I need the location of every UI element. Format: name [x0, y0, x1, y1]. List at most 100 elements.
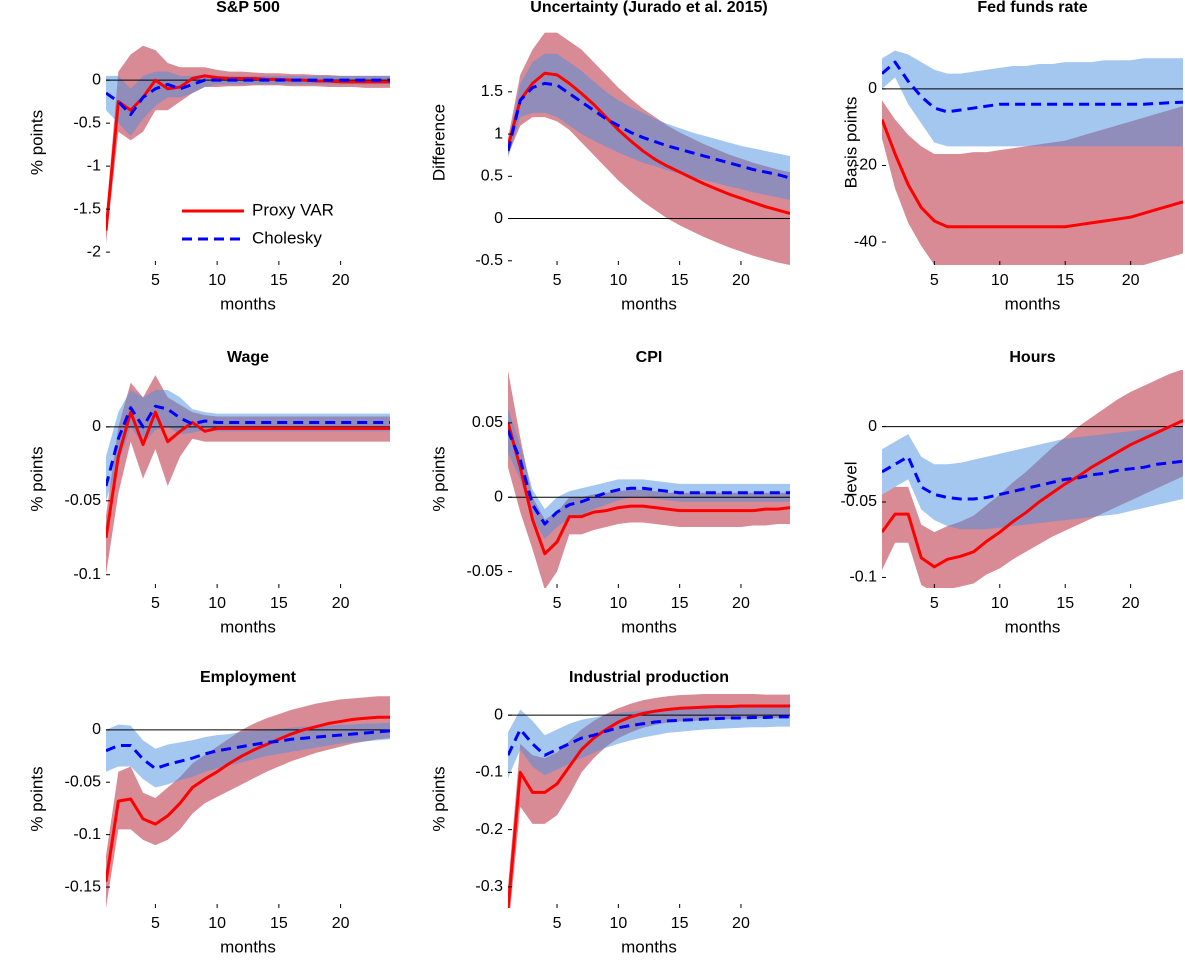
y-tick-label: -40: [854, 233, 877, 250]
x-tick-label: 5: [151, 595, 160, 612]
y-tick-label: -20: [854, 157, 877, 174]
confidence-band: [106, 722, 390, 788]
series-line: [882, 455, 1183, 501]
y-tick-label: -0.05: [65, 492, 102, 509]
y-tick-label: -0.3: [475, 878, 503, 895]
confidence-band: [106, 696, 390, 908]
y-tick-label: 0.05: [472, 414, 503, 431]
x-tick-label: 15: [270, 915, 288, 932]
x-tick-label: 15: [1056, 595, 1074, 612]
x-axis-label: months: [220, 937, 276, 956]
x-tick-label: 15: [671, 272, 689, 289]
y-tick-label: 1.5: [481, 83, 503, 100]
series-line: [882, 60, 1183, 114]
y-tick-label: -0.1: [849, 569, 877, 586]
y-tick-label: -0.05: [65, 773, 102, 790]
x-tick-label: 10: [208, 595, 226, 612]
y-tick-label: -0.15: [65, 878, 102, 895]
y-tick-label: -0.2: [475, 821, 503, 838]
confidence-band: [106, 389, 390, 501]
panel-title: Fed funds rate: [977, 0, 1087, 16]
plot-area: [882, 370, 1183, 588]
x-tick-label: 20: [332, 272, 350, 289]
y-tick-label: -0.5: [73, 114, 101, 131]
x-tick-label: 20: [732, 272, 750, 289]
y-tick-label: -0.5: [475, 252, 503, 269]
y-axis-label: Difference: [429, 104, 448, 181]
series-line: [106, 410, 390, 538]
panel-title: CPI: [636, 349, 663, 366]
panel: Fed funds rate months Basis points -40 -20 0 5…: [841, 0, 1183, 313]
x-tick-label: 10: [609, 595, 627, 612]
x-tick-label: 15: [270, 272, 288, 289]
panel-title: Industrial production: [569, 669, 729, 686]
y-tick-label: 0: [494, 210, 503, 227]
series-line: [508, 71, 790, 215]
x-tick-label: 20: [332, 595, 350, 612]
y-axis-label: % points: [429, 766, 448, 831]
y-tick-label: 0: [92, 721, 101, 738]
x-axis-label: months: [1005, 294, 1061, 313]
plot-area: [106, 375, 390, 575]
x-tick-label: 20: [1122, 272, 1140, 289]
y-tick-label: 0: [868, 80, 877, 97]
x-tick-label: 5: [151, 272, 160, 289]
y-tick-label: -1.5: [73, 200, 101, 217]
y-axis-label: % points: [27, 446, 46, 511]
x-tick-label: 20: [732, 595, 750, 612]
y-axis-label: Basis points: [841, 97, 860, 189]
confidence-band: [508, 370, 790, 588]
x-tick-label: 10: [991, 272, 1009, 289]
confidence-band: [508, 706, 790, 779]
y-tick-label: -0.05: [841, 493, 878, 510]
panel-title: Hours: [1009, 349, 1055, 366]
series-line: [106, 715, 390, 883]
x-axis-label: months: [621, 937, 677, 956]
panel: Industrial production months % points -0.3 -…: [429, 669, 790, 956]
y-tick-label: -2: [87, 243, 101, 260]
x-axis-label: months: [621, 617, 677, 636]
panel: Hours months level -0.1 -0.05 0 5 10 15 20: [841, 349, 1183, 636]
x-tick-label: 15: [270, 595, 288, 612]
y-tick-label: 0: [494, 706, 503, 723]
y-tick-label: -0.05: [467, 563, 504, 580]
panel-title: Employment: [200, 669, 297, 686]
x-axis-label: months: [220, 617, 276, 636]
x-tick-label: 5: [553, 915, 562, 932]
y-tick-label: 0.5: [481, 168, 503, 185]
y-axis-label: level: [841, 462, 860, 497]
y-tick-label: 0: [494, 488, 503, 505]
panel-title: S&P 500: [216, 0, 280, 16]
x-tick-label: 10: [208, 272, 226, 289]
plot-area: [882, 50, 1183, 265]
confidence-band: [882, 50, 1183, 147]
series-line: [106, 78, 390, 117]
x-tick-label: 20: [732, 915, 750, 932]
series-line: [508, 422, 790, 556]
panel: CPI months % points -0.05 0 0.05 5 10 15 20: [429, 349, 790, 636]
plot-area: [508, 370, 790, 588]
y-tick-label: -1: [87, 157, 101, 174]
x-tick-label: 15: [1056, 272, 1074, 289]
series-line: [106, 729, 390, 771]
panel-title: Uncertainty (Jurado et al. 2015): [530, 0, 767, 16]
panel: Uncertainty (Jurado et al. 2015) months Di…: [429, 0, 790, 313]
x-tick-label: 10: [991, 595, 1009, 612]
y-tick-label: -0.1: [475, 764, 503, 781]
panel: S&P 500 months % points -2 -1.5 -1 -0.5 0 5 10 15 2…: [27, 0, 390, 313]
y-tick-label: 0: [868, 418, 877, 435]
y-tick-label: -0.1: [73, 826, 101, 843]
y-tick-label: 1: [494, 125, 503, 142]
legend-label: Cholesky: [252, 228, 322, 247]
x-tick-label: 10: [208, 915, 226, 932]
y-tick-label: 0: [92, 71, 101, 88]
plot-area: [106, 45, 390, 244]
series-line: [106, 74, 390, 231]
confidence-band: [508, 407, 790, 539]
panel: Employment months % points -0.15 -0.1 -0.05 0 5…: [27, 669, 390, 956]
y-axis-label: % points: [27, 110, 46, 175]
series-line: [508, 704, 790, 908]
plot-area: [508, 32, 790, 265]
